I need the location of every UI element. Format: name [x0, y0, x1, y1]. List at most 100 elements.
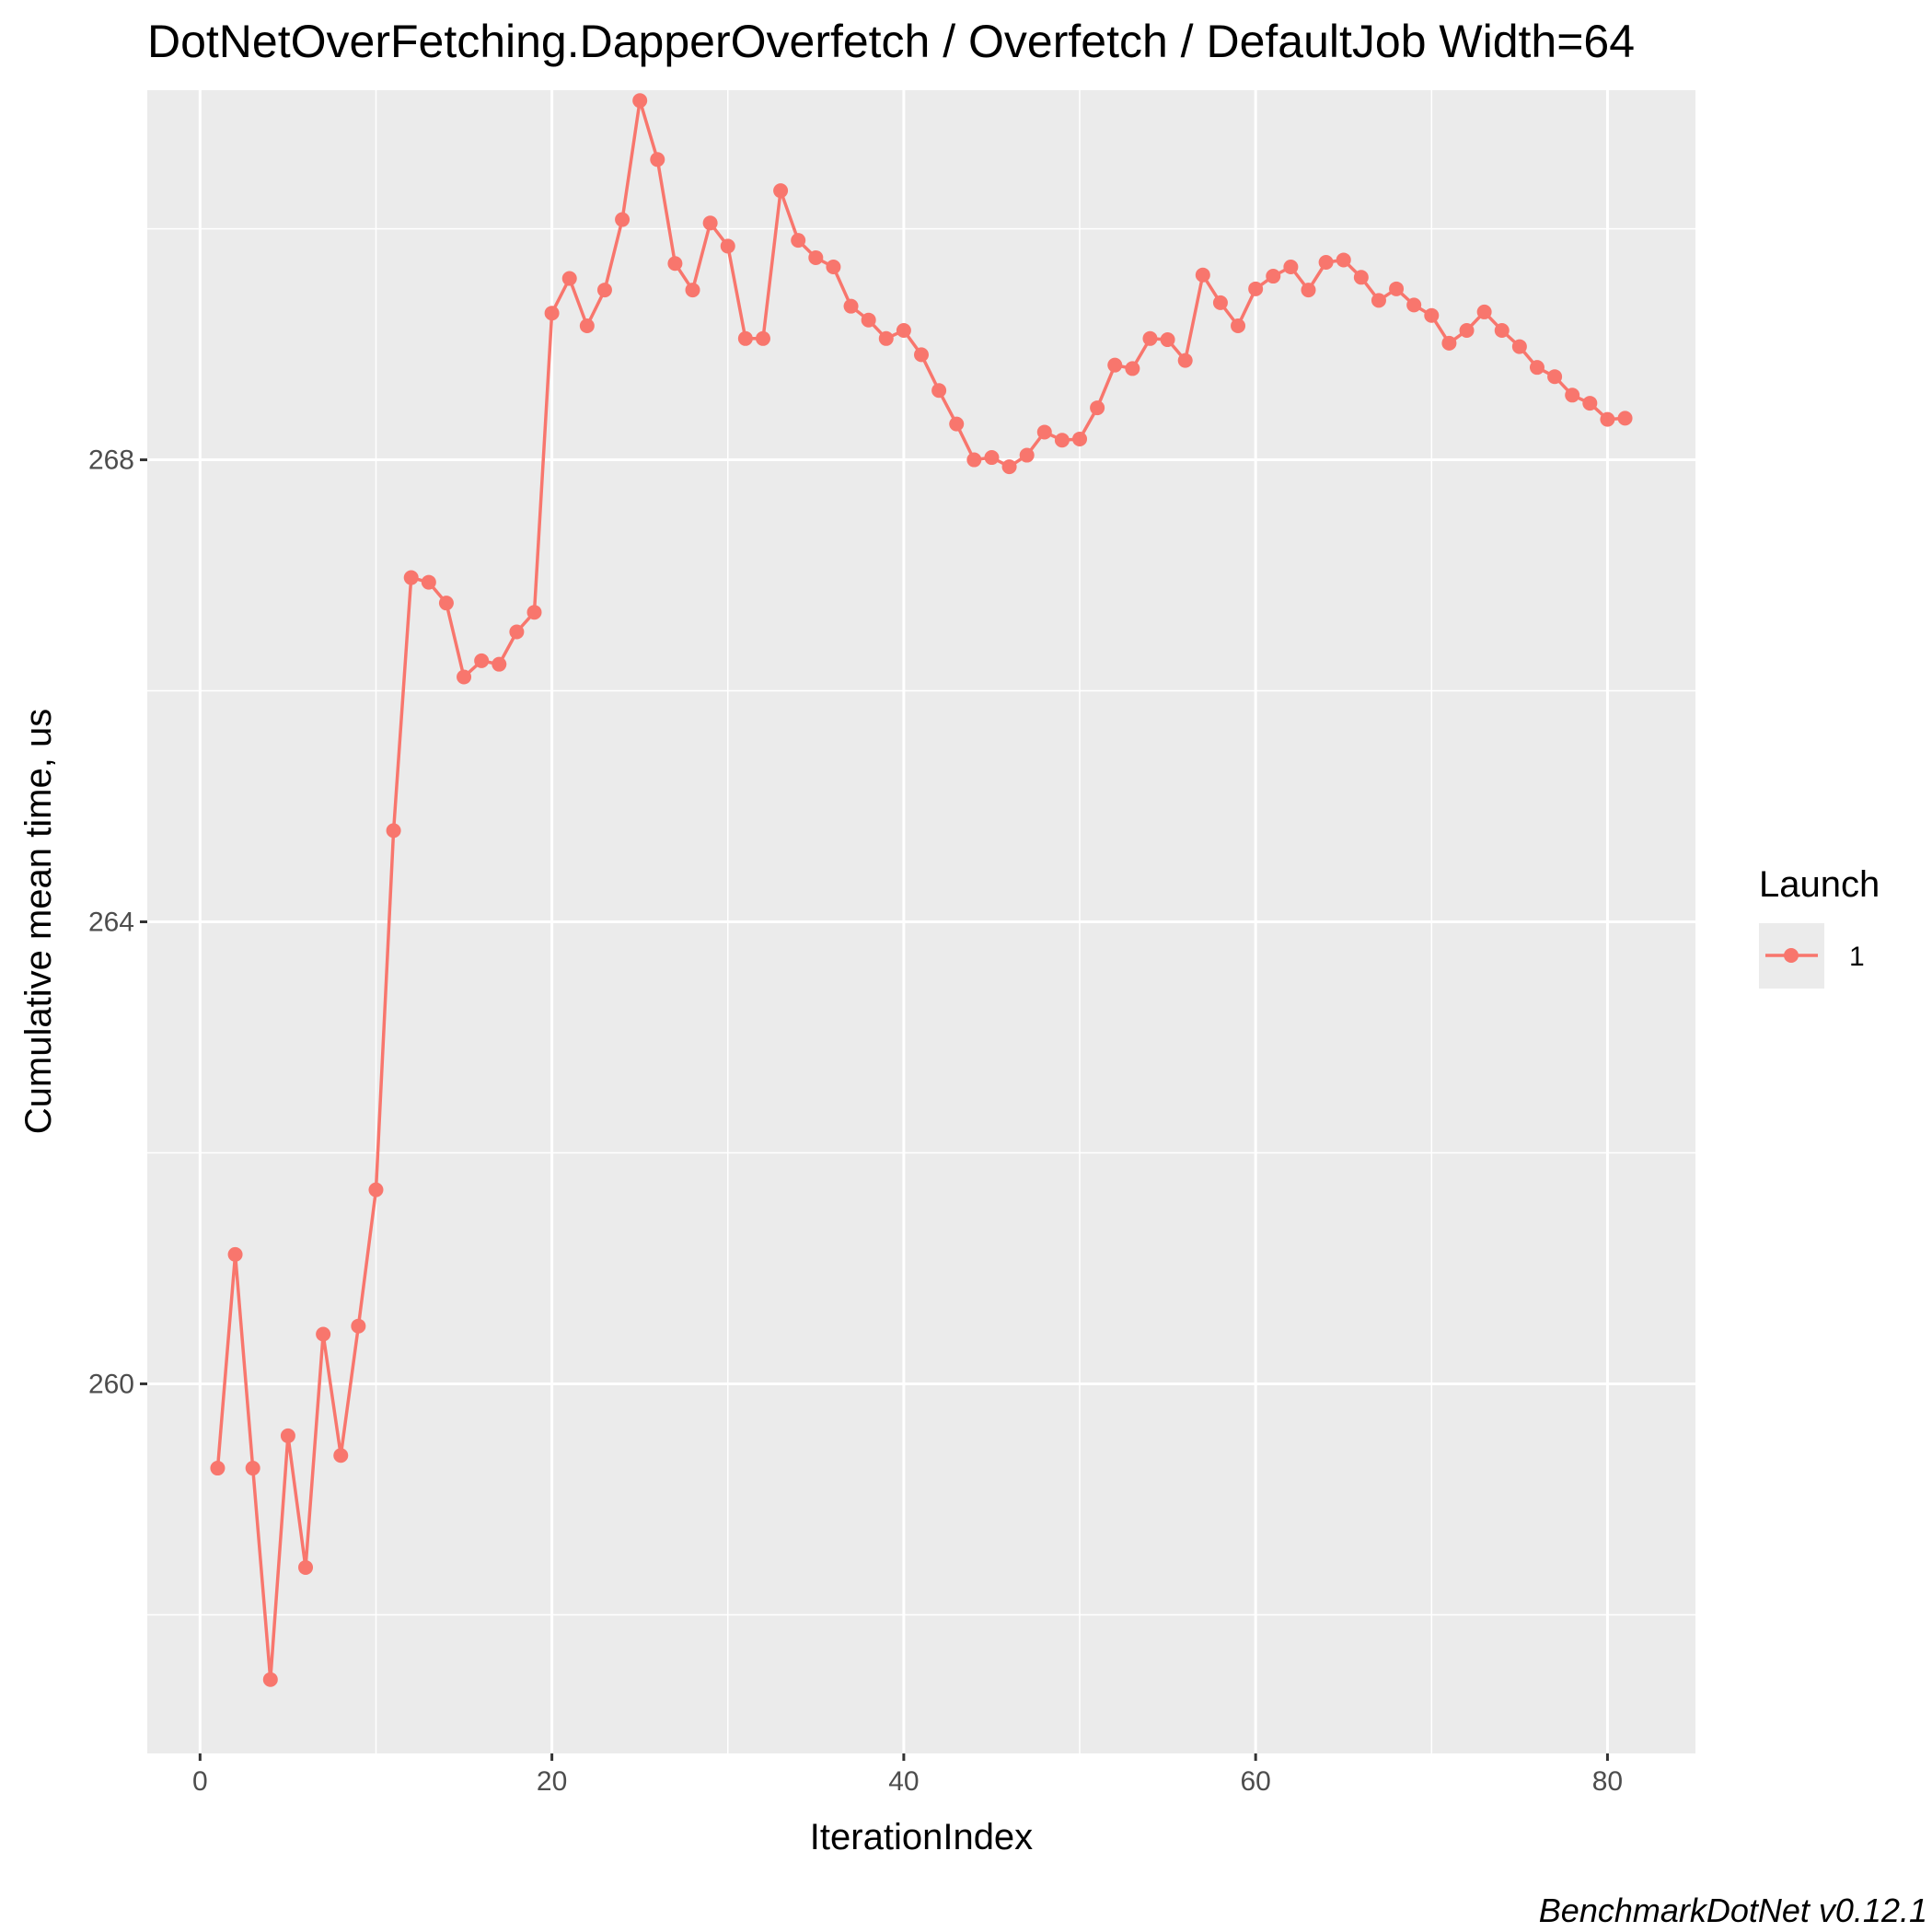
data-point [685, 283, 700, 298]
data-point [1600, 411, 1615, 427]
data-point [1459, 323, 1475, 339]
data-point [737, 330, 753, 346]
data-point [808, 249, 824, 265]
data-point [262, 1672, 278, 1687]
data-point [1160, 332, 1175, 348]
legend-key-point [1784, 948, 1799, 963]
data-point [1195, 267, 1210, 283]
data-point [667, 256, 683, 272]
legend-label: 1 [1849, 942, 1865, 972]
data-point [210, 1461, 226, 1476]
data-point [1511, 339, 1527, 354]
data-point [509, 624, 525, 640]
y-tick-label: 260 [88, 1369, 134, 1399]
data-point [843, 298, 859, 314]
data-point [1371, 293, 1386, 308]
series-layer [210, 93, 1633, 1687]
data-point [878, 330, 894, 346]
data-point [791, 233, 806, 249]
data-point [1283, 259, 1299, 274]
legend: Launch 1 [1759, 864, 1880, 989]
data-point [1336, 252, 1351, 268]
data-point [316, 1326, 331, 1342]
data-point [386, 823, 401, 839]
data-point [1301, 283, 1316, 298]
x-tick-labels: 0 20 40 60 80 [192, 1766, 1623, 1797]
data-point [1494, 323, 1510, 339]
data-point [615, 212, 631, 227]
x-tick-label: 40 [888, 1766, 919, 1797]
caption: BenchmarkDotNet v0.12.1 [1539, 1892, 1927, 1929]
data-point [1424, 307, 1440, 323]
data-point [1353, 270, 1369, 285]
data-point [1019, 447, 1035, 463]
data-point [1266, 269, 1281, 284]
data-point [1441, 335, 1457, 351]
y-tick-label: 264 [88, 908, 134, 938]
data-point [1476, 304, 1492, 319]
data-point [1318, 254, 1334, 270]
data-point [984, 450, 1000, 466]
data-point [1231, 318, 1246, 333]
y-tick-label: 268 [88, 445, 134, 476]
data-point [1582, 396, 1598, 411]
data-point [1177, 353, 1193, 368]
data-point [561, 271, 577, 286]
data-point [1142, 330, 1158, 346]
x-axis-title: IterationIndex [810, 1817, 1033, 1857]
y-tick-labels: 260 264 268 [88, 445, 134, 1400]
data-point [298, 1559, 314, 1575]
data-point [457, 669, 472, 685]
data-point [1617, 411, 1633, 426]
data-point [526, 605, 542, 620]
data-point [1248, 281, 1264, 296]
data-point [1107, 357, 1123, 373]
x-tick-label: 20 [537, 1766, 567, 1797]
data-point [245, 1461, 260, 1476]
data-point [914, 347, 929, 363]
data-point [1406, 297, 1422, 313]
x-tick-label: 0 [192, 1766, 208, 1797]
data-point [1072, 431, 1088, 446]
data-point [1547, 369, 1563, 385]
data-point [403, 570, 419, 585]
data-point [579, 318, 595, 333]
data-point [1389, 281, 1405, 296]
x-tick-label: 80 [1592, 1766, 1623, 1797]
data-point [755, 330, 770, 346]
data-point [1529, 360, 1544, 376]
data-point [544, 306, 560, 321]
data-point [931, 383, 947, 399]
data-point [949, 416, 965, 432]
data-point [1001, 459, 1017, 475]
data-point [632, 93, 648, 109]
data-point [474, 653, 490, 668]
data-point [1036, 424, 1052, 440]
data-point [333, 1448, 349, 1463]
y-axis-title: Cumulative mean time, us [18, 709, 59, 1134]
data-point [421, 574, 436, 590]
data-point [1565, 388, 1580, 403]
data-point [650, 152, 665, 168]
chart-title: DotNetOverFetching.DapperOverfetch / Ove… [147, 16, 1635, 67]
data-point [227, 1246, 243, 1262]
data-point [896, 323, 911, 339]
data-point [438, 596, 454, 611]
data-point [492, 656, 507, 672]
data-point [1125, 361, 1140, 376]
data-point [773, 183, 789, 199]
data-point [826, 259, 841, 274]
grid-major [147, 90, 1695, 1753]
data-point [351, 1318, 366, 1334]
data-point [702, 215, 718, 231]
data-point [720, 238, 735, 254]
data-point [1054, 433, 1070, 448]
data-point [966, 452, 982, 468]
data-point [861, 312, 876, 328]
legend-title: Launch [1759, 864, 1880, 905]
data-point [596, 283, 612, 298]
data-point [1212, 295, 1228, 310]
data-point [280, 1428, 295, 1443]
axis-ticks [140, 458, 1609, 1761]
